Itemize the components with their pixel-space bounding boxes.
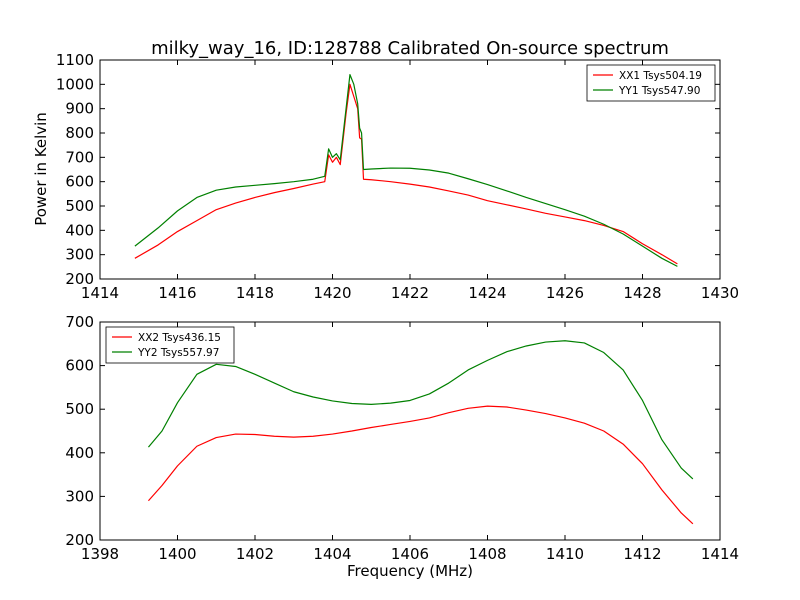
top-x-tick-label: 1428 — [623, 284, 661, 302]
top-x-tick-label: 1430 — [701, 284, 739, 302]
bottom-legend-label: XX2 Tsys436.15 — [138, 332, 221, 344]
bottom-x-tick-label: 1400 — [158, 545, 196, 563]
chart-title: milky_way_16, ID:128788 Calibrated On-so… — [151, 38, 669, 59]
top-y-tick-label: 1000 — [56, 75, 94, 93]
bottom-y-tick-label: 400 — [65, 444, 94, 462]
top-x-tick-label: 1414 — [81, 284, 119, 302]
top-series-line-2 — [134, 74, 678, 267]
top-x-tick-label: 1426 — [546, 284, 584, 302]
bottom-legend — [105, 326, 235, 364]
top-x-tick-label: 1420 — [313, 284, 351, 302]
bottom-series-line-1 — [147, 405, 694, 525]
top-y-tick-label: 1100 — [56, 51, 94, 69]
bottom-y-tick-label: 600 — [65, 357, 94, 375]
bottom-panel: 1398 1400 1402 1404 1406 1408 1410 1412 1414 200 3… — [65, 313, 739, 563]
top-legend — [586, 64, 716, 102]
bottom-y-tick-label: 300 — [65, 487, 94, 505]
x-axis-label: Frequency (MHz) — [347, 562, 473, 580]
y-axis-label: Power in Kelvin — [32, 112, 50, 226]
bottom-x-tick-label: 1402 — [236, 545, 274, 563]
bottom-x-tick-label: 1408 — [468, 545, 506, 563]
top-x-tick-label: 1422 — [391, 284, 429, 302]
top-x-tick-label: 1418 — [236, 284, 274, 302]
bottom-y-tick-label: 700 — [65, 313, 94, 331]
bottom-x-tick-label: 1412 — [623, 545, 661, 563]
bottom-x-tick-label: 1410 — [546, 545, 584, 563]
top-y-tick-label: 900 — [65, 100, 94, 118]
bottom-y-tick-label: 200 — [65, 531, 94, 549]
top-y-tick-label: 500 — [65, 197, 94, 215]
bottom-legend-label: YY2 Tsys557.97 — [137, 347, 219, 359]
top-y-tick-label: 200 — [65, 270, 94, 288]
bottom-y-tick-label: 500 — [65, 400, 94, 418]
top-legend-label: YY1 Tsys547.90 — [618, 85, 700, 97]
top-y-tick-label: 300 — [65, 246, 94, 264]
top-y-tick-label: 700 — [65, 148, 94, 166]
bottom-x-tick-label: 1414 — [701, 545, 739, 563]
top-series-line-1 — [134, 83, 678, 265]
bottom-series-line-2 — [147, 340, 694, 480]
bottom-x-tick-label: 1398 — [81, 545, 119, 563]
bottom-x-tick-label: 1406 — [391, 545, 429, 563]
top-x-tick-label: 1416 — [158, 284, 196, 302]
top-panel: 1414 1416 1418 1420 1422 1424 1426 1428 1430 200 3… — [56, 51, 739, 302]
top-y-tick-label: 400 — [65, 221, 94, 239]
top-y-tick-label: 600 — [65, 173, 94, 191]
top-y-tick-label: 800 — [65, 124, 94, 142]
top-legend-label: XX1 Tsys504.19 — [619, 70, 702, 82]
top-x-tick-label: 1424 — [468, 284, 506, 302]
bottom-x-tick-label: 1404 — [313, 545, 351, 563]
